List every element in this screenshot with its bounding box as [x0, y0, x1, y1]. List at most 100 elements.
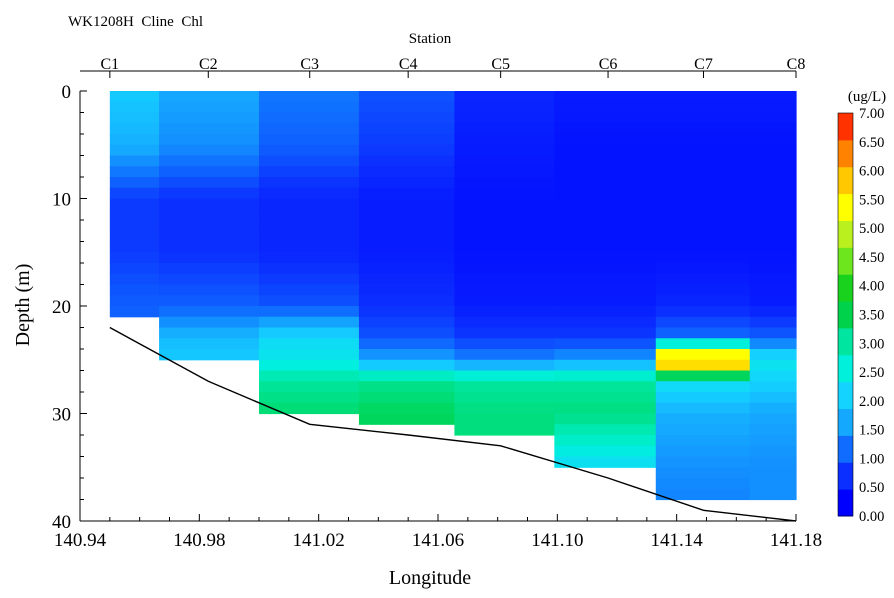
contour-cell	[109, 306, 160, 318]
contour-cell	[109, 263, 160, 275]
colorbar-swatch	[838, 274, 853, 302]
contour-cell	[358, 209, 456, 221]
colorbar-swatch	[838, 113, 853, 141]
contour-cell	[159, 316, 260, 329]
contour-cell	[159, 101, 260, 114]
contour-cell	[655, 220, 751, 232]
contour-cell	[358, 392, 456, 404]
contour-cell	[259, 209, 360, 221]
contour-cell	[655, 241, 751, 253]
x-tick-label: 141.02	[293, 530, 345, 551]
contour-cell	[554, 252, 657, 264]
contour-cell	[655, 101, 751, 114]
contour-cell	[655, 187, 751, 200]
contour-cell	[554, 316, 657, 329]
contour-cell	[655, 402, 751, 415]
contour-cell	[358, 166, 456, 178]
contour-cell	[159, 220, 260, 232]
contour-cell	[109, 166, 160, 178]
contour-cell	[358, 381, 456, 393]
contour-cell	[749, 370, 797, 382]
contour-cell	[454, 144, 555, 157]
contour-cell	[159, 273, 260, 286]
y-tick-label: 30	[52, 405, 71, 426]
contour-cell	[259, 187, 360, 200]
contour-cell	[159, 241, 260, 253]
contour-cell	[109, 209, 160, 221]
contour-cell	[259, 155, 360, 167]
contour-cell	[749, 456, 797, 468]
contour-cell	[454, 370, 555, 382]
colorbar-tick-label: 4.00	[859, 279, 884, 295]
colorbar-tick-label: 4.50	[859, 250, 884, 266]
contour-cell	[655, 445, 751, 458]
colorbar-tick-label: 6.50	[859, 135, 884, 151]
contour-cell	[358, 91, 456, 103]
contour-cell	[749, 392, 797, 404]
contour-cell	[358, 402, 456, 415]
contour-cell	[749, 488, 797, 501]
depth-axis-label: Depth (m)	[12, 264, 34, 347]
contour-cell	[358, 155, 456, 167]
contour-cell	[259, 220, 360, 232]
contour-cell	[554, 166, 657, 178]
contour-cell	[749, 155, 797, 167]
contour-cell	[259, 327, 360, 339]
contour-cell	[554, 392, 657, 404]
contour-cell	[159, 295, 260, 307]
contour-cell	[554, 306, 657, 318]
contour-cell	[749, 306, 797, 318]
contour-cell	[109, 123, 160, 135]
contour-cell	[554, 155, 657, 167]
colorbar-tick-label: 5.50	[859, 192, 884, 208]
contour-cell	[259, 241, 360, 253]
contour-cell	[749, 101, 797, 114]
contour-cell	[749, 263, 797, 275]
contour-cell	[655, 467, 751, 479]
contour-cell	[358, 413, 456, 425]
contour-plot-area	[109, 91, 797, 522]
contour-cell	[454, 187, 555, 200]
contour-cell	[109, 91, 160, 103]
contour-cell	[554, 198, 657, 210]
contour-cell	[655, 370, 751, 382]
contour-cell	[259, 306, 360, 318]
contour-cell	[749, 123, 797, 135]
contour-cell	[454, 91, 555, 103]
contour-cell	[109, 220, 160, 232]
contour-cell	[454, 166, 555, 178]
contour-cell	[454, 101, 555, 114]
contour-cell	[554, 456, 657, 468]
contour-cell	[749, 478, 797, 490]
contour-cell	[749, 198, 797, 210]
colorbar-swatch	[838, 489, 853, 517]
colorbar-tick-label: 1.50	[859, 423, 884, 439]
contour-cell	[454, 338, 555, 350]
contour-cell	[655, 230, 751, 243]
contour-cell	[259, 198, 360, 210]
contour-cell	[655, 338, 751, 350]
x-tick-label: 140.94	[54, 530, 107, 551]
contour-cell	[655, 144, 751, 157]
contour-cell	[655, 392, 751, 404]
contour-cell	[159, 177, 260, 189]
contour-cell	[454, 295, 555, 307]
contour-cell	[554, 349, 657, 361]
contour-cell	[554, 338, 657, 350]
contour-cell	[655, 456, 751, 468]
contour-cell	[259, 112, 360, 124]
contour-cell	[358, 187, 456, 200]
chart-title: WK1208H Cline Chl	[68, 14, 203, 30]
contour-cell	[358, 338, 456, 350]
contour-cell	[358, 284, 456, 296]
contour-cell	[554, 295, 657, 307]
contour-cell	[655, 306, 751, 318]
contour-cell	[749, 349, 797, 361]
contour-cell	[159, 112, 260, 124]
y-tick-label: 20	[52, 297, 71, 318]
contour-cell	[655, 252, 751, 264]
station-label: C5	[491, 56, 510, 73]
contour-cell	[554, 263, 657, 275]
contour-cell	[655, 155, 751, 167]
